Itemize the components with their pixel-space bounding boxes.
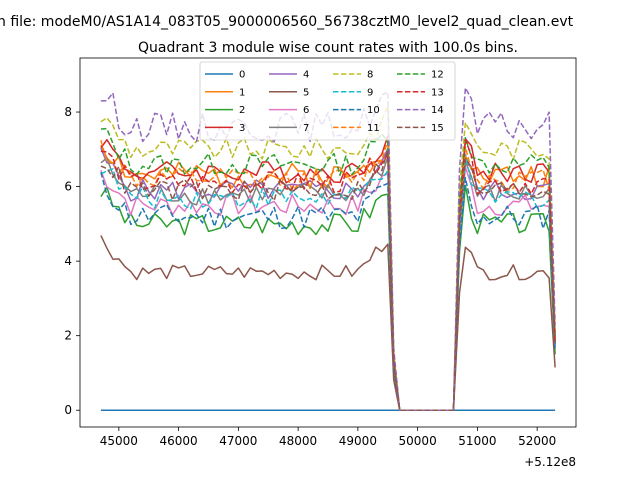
- y-tick-label: 4: [64, 254, 72, 268]
- series-line-6: [100, 166, 556, 411]
- legend-label-13: 13: [431, 87, 444, 98]
- legend-box: [199, 61, 456, 141]
- legend-label-5: 5: [303, 87, 309, 98]
- y-tick-label: 2: [64, 329, 72, 343]
- series-line-8: [100, 105, 556, 411]
- x-tick-label: 48000: [279, 434, 317, 448]
- legend-label-4: 4: [303, 70, 309, 81]
- series-line-15: [100, 149, 556, 411]
- x-tick-label: 52000: [518, 434, 556, 448]
- x-tick-label: 45000: [100, 434, 138, 448]
- series-line-11: [100, 139, 556, 411]
- series-line-13: [100, 139, 556, 411]
- legend-label-6: 6: [303, 105, 309, 116]
- legend-label-10: 10: [367, 105, 380, 116]
- x-tick-label: 47000: [219, 434, 257, 448]
- legend-label-15: 15: [431, 123, 444, 134]
- y-tick-label: 0: [64, 403, 72, 417]
- legend-label-11: 11: [367, 123, 380, 134]
- x-tick-label: 46000: [160, 434, 198, 448]
- y-tick-label: 6: [64, 180, 72, 194]
- legend-label-3: 3: [239, 123, 245, 134]
- x-tick-label: 50000: [399, 434, 437, 448]
- series-line-12: [100, 127, 556, 411]
- x-axis-offset-label: +5.12e8: [524, 455, 576, 469]
- figure-suptitle: n file: modeM0/AS1A14_083T05_9000006560_…: [0, 14, 574, 30]
- series-line-9: [100, 153, 556, 411]
- series-line-1: [100, 144, 556, 411]
- legend-label-14: 14: [431, 105, 444, 116]
- legend-label-2: 2: [239, 105, 245, 116]
- legend-label-8: 8: [367, 70, 373, 81]
- axes-frame: [79, 57, 577, 428]
- legend-label-9: 9: [367, 87, 373, 98]
- legend-label-1: 1: [239, 87, 245, 98]
- plot-area: [100, 87, 556, 411]
- series-line-10: [100, 172, 556, 411]
- series-line-7: [100, 155, 556, 411]
- legend-label-12: 12: [431, 70, 444, 81]
- y-tick-label: 8: [64, 105, 72, 119]
- x-tick-label: 49000: [339, 434, 377, 448]
- chart-title: Quadrant 3 module wise count rates with …: [138, 40, 518, 56]
- y-axis: 0 2 4 6 8: [64, 105, 80, 417]
- series-line-5: [100, 235, 556, 411]
- x-tick-label: 51000: [458, 434, 496, 448]
- x-axis: 45000 46000 47000 48000 49000 50000 51000 52000: [100, 427, 556, 448]
- legend-label-0: 0: [239, 70, 245, 81]
- legend-label-7: 7: [303, 123, 309, 134]
